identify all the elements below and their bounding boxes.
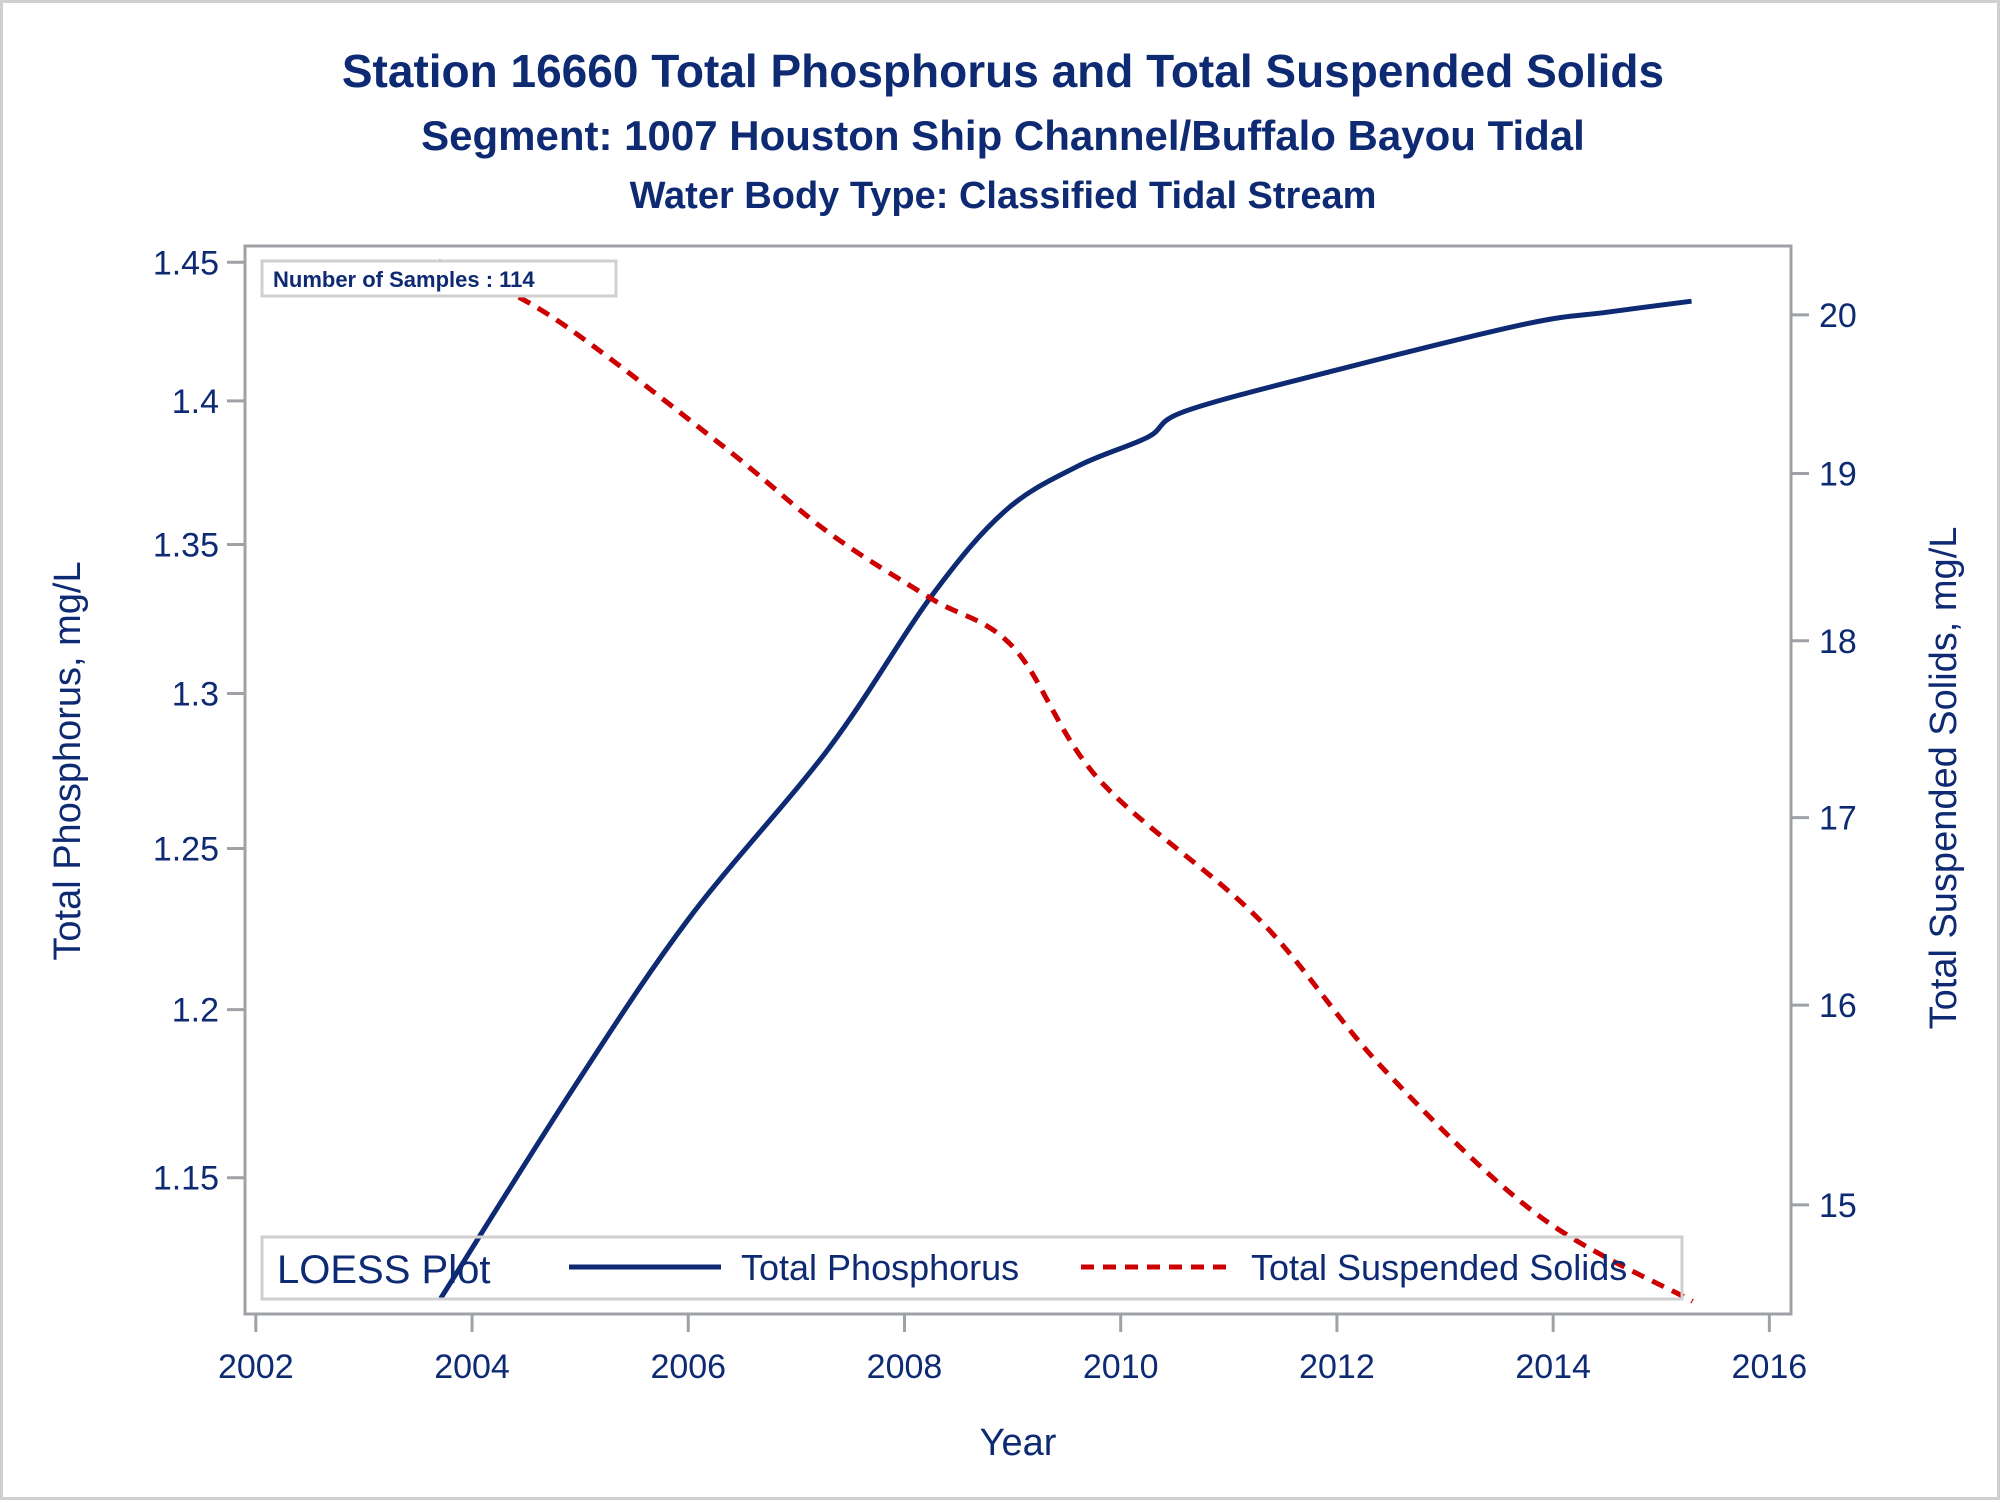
y-tick-label: 1.15 [153,1160,219,1198]
y-tick-label: 1.3 [172,676,219,714]
y-axis-label: Total Phosphorus, mg/L [47,561,89,960]
series-line-total-phosphorus [438,298,1692,1300]
x-tick-label: 2012 [1299,1348,1375,1386]
x-tick-label: 2008 [867,1348,943,1386]
series-line-total-suspended-solids [437,258,1694,1304]
x-tick-label: 2014 [1515,1348,1591,1386]
legend: LOESS Plot Total Phosphorus Total Suspen… [260,1235,1684,1301]
chart-subtitle: Segment: 1007 Houston Ship Channel/Buffa… [421,112,1585,159]
sample-count-text: Number of Samples : 114 [273,267,535,292]
y-tick-label: 1.45 [153,244,219,282]
sample-count-inset: Number of Samples : 114 [260,259,618,298]
legend-label-tss: Total Suspended Solids [1251,1247,1627,1288]
y-tick-label: 1.35 [153,527,219,565]
legend-title: LOESS Plot [277,1248,490,1292]
x-tick-label: 2016 [1732,1348,1808,1386]
x-tick-label: 2010 [1083,1348,1159,1386]
y-tick-label: 1.4 [172,383,219,421]
y2-tick-label: 15 [1819,1187,1857,1225]
x-tick-label: 2002 [218,1348,294,1386]
x-axis-label: Year [980,1422,1057,1464]
plot-area: 2002 2004 2006 2008 2010 2012 2014 20161.151.21… [153,244,1857,1386]
y2-tick-label: 18 [1819,623,1857,661]
legend-box [260,1235,1684,1301]
sample-count-box [260,259,618,298]
y2-tick-label: 19 [1819,456,1857,494]
x-tick-label: 2004 [434,1348,510,1386]
chart-title: Station 16660 Total Phosphorus and Total… [342,45,1664,97]
y2-tick-label: 16 [1819,987,1857,1025]
chart-svg: Station 16660 Total Phosphorus and Total… [47,45,1965,1464]
plot-frame [243,244,1793,1316]
legend-label-phosphorus: Total Phosphorus [741,1247,1019,1288]
y-tick-label: 1.2 [172,992,219,1030]
y2-tick-label: 20 [1819,297,1857,335]
y-tick-label: 1.25 [153,830,219,868]
x-tick-label: 2006 [650,1348,726,1386]
chart-subtitle-2: Water Body Type: Classified Tidal Stream [630,175,1377,217]
y2-axis-label: Total Suspended Solids, mg/L [1923,527,1965,1030]
y2-tick-label: 17 [1819,800,1857,838]
